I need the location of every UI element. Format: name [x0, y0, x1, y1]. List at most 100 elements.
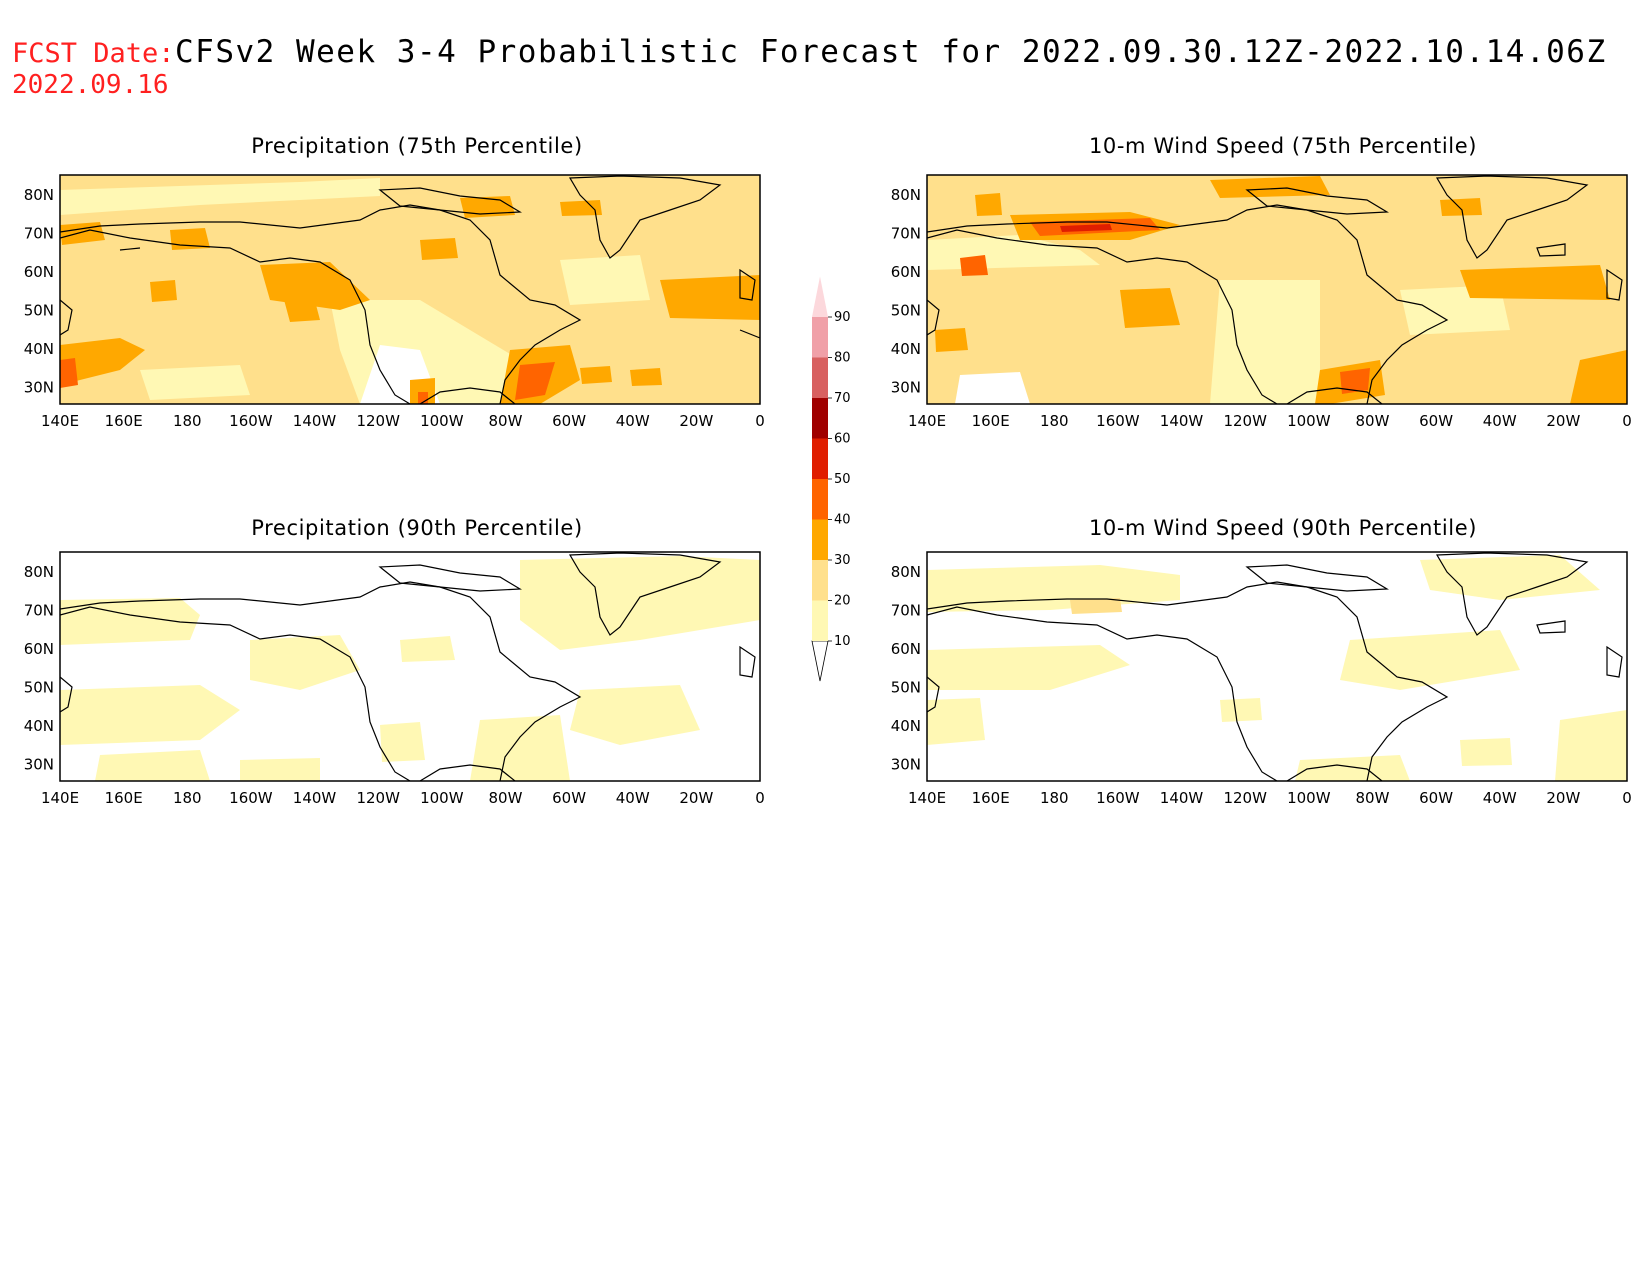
- x-tick-label: 100W: [1287, 789, 1331, 807]
- x-tick-label: 160E: [105, 789, 143, 807]
- y-tick-label: 80N: [24, 186, 54, 204]
- colorbar-level-label: 10: [834, 634, 851, 649]
- coastlines-wind75: [927, 175, 1623, 404]
- colorbar-swatch: [812, 357, 828, 398]
- field-shading-precip75: [60, 175, 760, 404]
- y-tick-label: 50N: [891, 679, 921, 697]
- x-tick-label: 120W: [356, 412, 400, 430]
- map-panel-precip75: [59, 174, 761, 405]
- x-tick-label: 80W: [1355, 412, 1389, 430]
- x-tick-label: 160E: [972, 412, 1010, 430]
- coastlines-precip90: [60, 552, 756, 781]
- map-frame-precip90: [59, 551, 761, 782]
- colorbar-swatch: [812, 438, 828, 479]
- x-tick-label: 100W: [420, 412, 464, 430]
- x-tick-label: 100W: [420, 789, 464, 807]
- colorbar-level-label: 80: [834, 351, 851, 366]
- y-tick-label: 40N: [24, 717, 54, 735]
- coastlines-wind90: [927, 552, 1623, 781]
- y-tick-label: 30N: [24, 756, 54, 774]
- coastlines-precip75: [60, 175, 760, 404]
- colorbar-swatch: [812, 317, 828, 358]
- x-tick-label: 0: [755, 412, 765, 430]
- x-tick-label: 140W: [293, 789, 337, 807]
- panel-title-precip75: Precipitation (75th Percentile): [251, 134, 582, 158]
- x-tick-label: 120W: [1223, 789, 1267, 807]
- x-tick-label: 40W: [616, 789, 650, 807]
- x-tick-label: 0: [755, 789, 765, 807]
- x-tick-label: 180: [173, 789, 202, 807]
- y-tick-label: 30N: [891, 756, 921, 774]
- x-tick-label: 140E: [41, 412, 79, 430]
- y-tick-label: 40N: [891, 340, 921, 358]
- x-tick-label: 20W: [1546, 412, 1580, 430]
- x-tick-label: 60W: [552, 789, 586, 807]
- y-tick-label: 40N: [891, 717, 921, 735]
- x-tick-label: 20W: [679, 789, 713, 807]
- x-tick-label: 140W: [293, 412, 337, 430]
- x-tick-label: 60W: [552, 412, 586, 430]
- colorbar-level-label: 70: [834, 391, 851, 406]
- x-tick-label: 180: [1040, 412, 1069, 430]
- y-tick-label: 60N: [891, 640, 921, 658]
- fcst-date-value: 2022.09.16: [12, 70, 169, 100]
- map-panel-wind90: [926, 551, 1628, 782]
- colorbar-level-label: 60: [834, 432, 851, 447]
- y-tick-label: 50N: [891, 302, 921, 320]
- y-tick-label: 60N: [24, 263, 54, 281]
- map-frame-wind75: [926, 174, 1628, 405]
- x-tick-label: 180: [173, 412, 202, 430]
- x-tick-label: 160W: [1096, 412, 1140, 430]
- colorbar-swatch: [812, 398, 828, 439]
- y-tick-label: 70N: [24, 225, 54, 243]
- colorbar-level-label: 20: [834, 594, 851, 609]
- panel-title-wind90: 10-m Wind Speed (90th Percentile): [1089, 516, 1477, 540]
- x-tick-label: 140W: [1160, 412, 1204, 430]
- colorbar-level-label: 50: [834, 472, 851, 487]
- panel-title-wind75: 10-m Wind Speed (75th Percentile): [1089, 134, 1477, 158]
- colorbar: 10 20 30 40 50 60 70 80 90: [811, 276, 851, 682]
- x-tick-label: 140E: [908, 412, 946, 430]
- fcst-date-label: FCST Date:: [12, 38, 175, 69]
- map-frame-wind90: [926, 551, 1628, 782]
- page-title: CFSv2 Week 3-4 Probabilistic Forecast fo…: [175, 34, 1607, 70]
- x-tick-label: 160W: [229, 789, 273, 807]
- map-panel-wind75: [926, 174, 1628, 405]
- x-tick-label: 140W: [1160, 789, 1204, 807]
- x-tick-label: 0: [1622, 412, 1632, 430]
- x-tick-label: 160E: [972, 789, 1010, 807]
- x-tick-label: 120W: [356, 789, 400, 807]
- y-tick-label: 70N: [24, 602, 54, 620]
- panel-title-precip90: Precipitation (90th Percentile): [251, 516, 582, 540]
- y-tick-label: 50N: [24, 302, 54, 320]
- map-frame-precip75: [59, 174, 761, 405]
- x-tick-label: 80W: [1355, 789, 1389, 807]
- x-tick-label: 160E: [105, 412, 143, 430]
- y-tick-label: 60N: [891, 263, 921, 281]
- x-tick-label: 140E: [908, 789, 946, 807]
- x-tick-label: 120W: [1223, 412, 1267, 430]
- x-tick-label: 0: [1622, 789, 1632, 807]
- colorbar-swatch: [812, 560, 828, 601]
- field-shading-precip90: [60, 552, 760, 781]
- colorbar-level-label: 30: [834, 553, 851, 568]
- map-panel-precip90: [59, 551, 761, 782]
- colorbar-swatch: [812, 479, 828, 520]
- x-tick-label: 160W: [229, 412, 273, 430]
- colorbar-swatch: [812, 600, 828, 641]
- y-tick-label: 30N: [891, 379, 921, 397]
- x-tick-label: 40W: [1483, 412, 1517, 430]
- y-tick-label: 80N: [891, 186, 921, 204]
- colorbar-lower-extension: [811, 640, 829, 682]
- colorbar-level-label: 90: [834, 310, 851, 325]
- y-tick-label: 50N: [24, 679, 54, 697]
- x-tick-label: 140E: [41, 789, 79, 807]
- x-tick-label: 100W: [1287, 412, 1331, 430]
- x-tick-label: 80W: [488, 412, 522, 430]
- colorbar-level-label: 40: [834, 513, 851, 528]
- y-tick-label: 70N: [891, 225, 921, 243]
- y-tick-label: 80N: [891, 563, 921, 581]
- y-tick-label: 80N: [24, 563, 54, 581]
- x-tick-label: 180: [1040, 789, 1069, 807]
